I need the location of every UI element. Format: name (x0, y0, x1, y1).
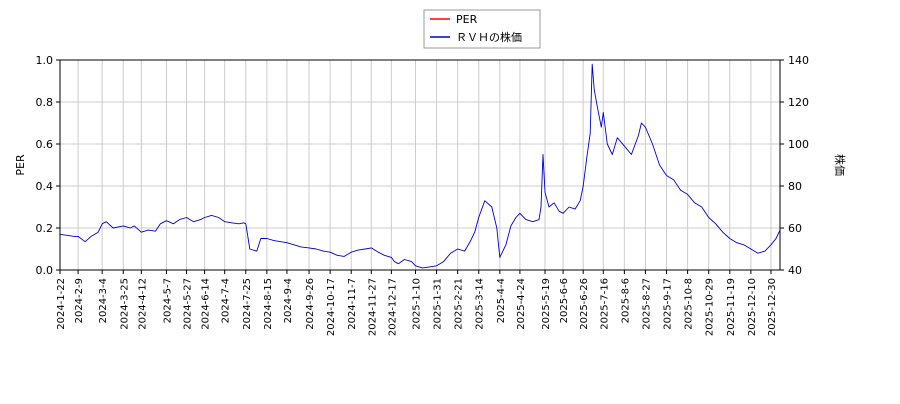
x-tick-label: 2025-10-8 (684, 278, 695, 330)
x-tick-label: 2025-5-19 (541, 278, 552, 330)
y-right-tick-label: 140 (788, 54, 809, 67)
x-tick-label: 2024-5-27 (183, 278, 194, 330)
legend-label-per: PER (456, 13, 478, 26)
x-tick-label: 2025-7-16 (599, 278, 610, 330)
x-tick-label: 2025-1-10 (411, 278, 422, 330)
y-right-tick-label: 120 (788, 96, 809, 109)
y-left-ticks: 0.0 0.2 0.4 0.6 0.8 1.0 (36, 54, 60, 277)
y-right-label: 株価 (833, 154, 847, 176)
x-tick-label: 2025-1-31 (433, 278, 444, 330)
x-axis-ticks: 2024-1-22 2024-2-9 2024-3-4 2024-3-25 2024-4… (56, 270, 778, 336)
x-tick-label: 2024-10-17 (326, 278, 337, 336)
x-tick-label: 2024-11-27 (367, 278, 378, 336)
x-tick-label: 2024-9-26 (305, 278, 316, 330)
x-tick-label: 2025-4-4 (496, 278, 507, 323)
x-tick-label: 2024-9-4 (283, 278, 294, 323)
x-tick-label: 2024-5-7 (162, 278, 173, 323)
plot-frame (59, 59, 781, 271)
x-tick-label: 2025-9-17 (663, 278, 674, 330)
x-tick-label: 2024-2-9 (74, 278, 85, 323)
x-tick-label: 2025-3-14 (475, 278, 486, 330)
x-tick-label: 2025-6-6 (559, 278, 570, 323)
y-left-tick-label: 0.4 (36, 180, 54, 193)
x-tick-label: 2025-4-24 (516, 278, 527, 330)
x-tick-label: 2024-4-12 (137, 278, 148, 330)
y-left-tick-label: 0.8 (36, 96, 54, 109)
y-right-tick-label: 100 (788, 138, 809, 151)
y-right-tick-label: 60 (788, 222, 802, 235)
x-tick-label: 2025-2-21 (454, 278, 465, 330)
legend-label-price: ＲＶＨの株価 (456, 30, 522, 44)
y-left-label: PER (14, 154, 27, 176)
x-tick-label: 2024-7-25 (242, 278, 253, 330)
x-tick-label: 2025-8-27 (641, 278, 652, 330)
x-tick-label: 2024-7-4 (221, 278, 232, 323)
y-left-tick-label: 0.2 (36, 222, 54, 235)
series-layer (59, 63, 781, 269)
y-right-tick-label: 40 (788, 264, 802, 277)
grid (59, 59, 780, 271)
y-left-tick-label: 0.0 (36, 264, 54, 277)
x-tick-label: 2025-12-30 (767, 278, 778, 336)
x-tick-label: 2024-6-14 (201, 278, 212, 330)
x-tick-label: 2024-1-22 (56, 278, 67, 330)
x-tick-label: 2025-8-6 (620, 278, 631, 323)
x-tick-label: 2024-11-7 (347, 278, 358, 330)
y-right-ticks: 40 60 80 100 120 140 (780, 54, 809, 277)
x-tick-label: 2025-12-10 (747, 278, 758, 336)
series-line-price (59, 63, 781, 269)
y-left-tick-label: 0.6 (36, 138, 54, 151)
x-tick-label: 2025-10-29 (705, 278, 716, 336)
x-tick-label: 2025-11-19 (726, 278, 737, 336)
x-tick-label: 2024-3-4 (98, 278, 109, 323)
x-tick-label: 2024-3-25 (119, 278, 130, 330)
x-tick-label: 2025-6-26 (579, 278, 590, 330)
legend-box (423, 9, 541, 49)
legend: PER ＲＶＨの株価 (423, 9, 541, 49)
y-left-tick-label: 1.0 (36, 54, 54, 67)
x-tick-label: 2024-12-17 (387, 278, 398, 336)
x-tick-label: 2024-8-15 (263, 278, 274, 330)
y-right-tick-label: 80 (788, 180, 802, 193)
